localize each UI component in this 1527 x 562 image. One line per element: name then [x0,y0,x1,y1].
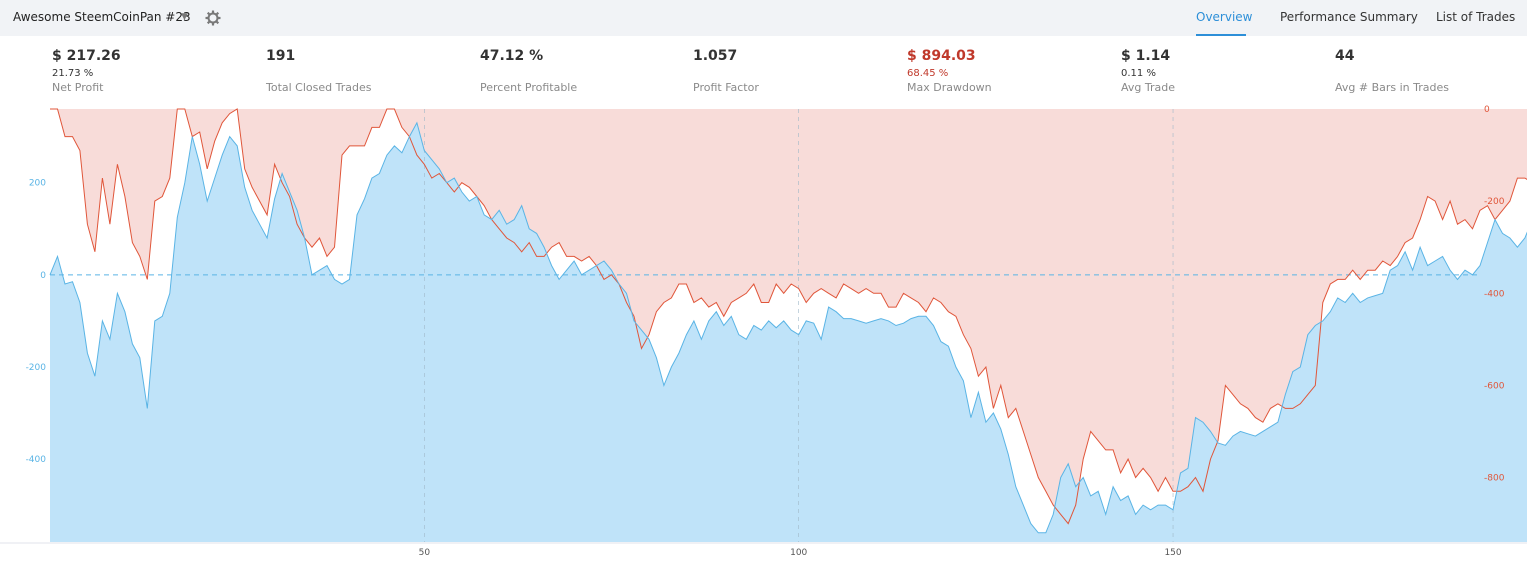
metric-value: 191 [266,48,296,64]
x-axis-tick-label: 150 [1164,548,1181,558]
metric-value: 1.057 [693,48,738,64]
tab-overview[interactable]: Overview [1196,10,1253,24]
gear-icon[interactable] [204,9,222,27]
header-bar: Awesome SteemCoinPan #23 ▼ Overview Perf… [0,0,1527,36]
metric-sub [1335,68,1449,81]
metric-value: 47.12 % [480,48,544,64]
chevron-down-icon[interactable]: ▼ [181,12,188,22]
metric-sub: 0.11 % [1121,68,1156,79]
metric-sub [266,68,371,81]
metric-value: $ 217.26 [52,48,121,64]
metric-value: $ 894.03 [907,48,976,64]
metric-label: Avg # Bars in Trades [1335,81,1449,94]
metric-label: Percent Profitable [480,81,578,94]
drawdown-line [50,108,1527,525]
left-axis-tick-label: 0 [40,271,46,281]
metric-total-closed-trades: 191 Total Closed Trades [266,48,371,95]
equity-line [49,121,1527,534]
equity-area [50,122,1527,542]
left-axis-tick-label: -400 [26,455,47,465]
metric-avg-trade: $ 1.14 0.11 % Avg Trade [1121,48,1175,95]
equity-drawdown-chart[interactable]: 200 0 -200 -400 0 -200 -400 -600 -800 50 100 150 [0,103,1527,562]
metric-net-profit: $ 217.26 21.73 % Net Profit [52,48,121,95]
metric-percent-profitable: 47.12 % Percent Profitable [480,48,577,95]
metric-sub [693,68,759,81]
metric-sub: 21.73 % [52,68,94,79]
metric-profit-factor: 1.057 Profit Factor [693,48,759,95]
metric-label: Profit Factor [693,81,759,94]
x-axis-tick-label: 50 [419,548,431,558]
right-axis-tick-label: 0 [1484,105,1490,115]
right-axis-tick-label: -600 [1484,381,1505,391]
metric-label: Net Profit [52,81,104,94]
right-axis-tick-label: -800 [1484,474,1505,484]
active-tab-underline [1196,34,1246,36]
x-axis-tick-label: 100 [790,548,807,558]
metric-label: Avg Trade [1121,81,1175,94]
metric-value: $ 1.14 [1121,48,1171,64]
right-axis-tick-label: -400 [1484,289,1505,299]
metric-sub: 68.45 % [907,68,949,79]
metric-sub [480,68,577,81]
drawdown-area [50,109,1527,524]
left-axis-tick-label: -200 [26,363,47,373]
metric-value: 44 [1335,48,1355,64]
tab-list-of-trades[interactable]: List of Trades [1436,10,1516,24]
metric-avg-bars-in-trades: 44 Avg # Bars in Trades [1335,48,1449,95]
left-axis-tick-label: 200 [29,179,46,189]
metric-label: Total Closed Trades [266,81,372,94]
strategy-name[interactable]: Awesome SteemCoinPan #23 [13,10,191,24]
tab-performance-summary[interactable]: Performance Summary [1280,10,1418,24]
metric-label: Max Drawdown [907,81,992,94]
metric-max-drawdown: $ 894.03 68.45 % Max Drawdown [907,48,992,95]
right-axis-tick-label: -200 [1484,197,1505,207]
